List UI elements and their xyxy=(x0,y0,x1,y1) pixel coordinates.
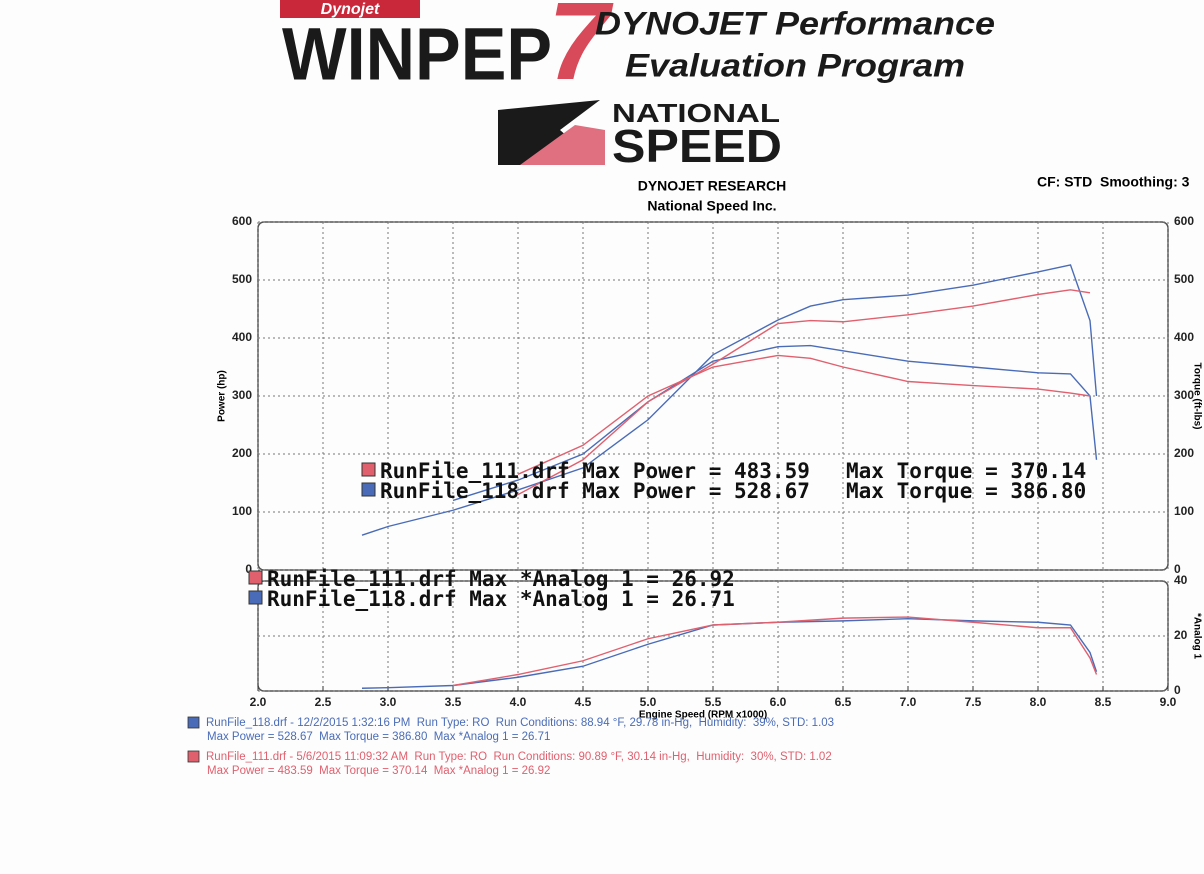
footer-text: RunFile_118.drf - 12/2/2015 1:32:16 PM R… xyxy=(206,717,834,729)
legend-text: Max Torque = 386.80 xyxy=(846,479,1086,503)
legend-text: Max Torque = 370.14 xyxy=(846,459,1086,483)
shop-logo xyxy=(520,125,605,165)
legend-text: RunFile_118.drf Max *Analog 1 = 26.71 xyxy=(267,587,735,611)
y-tick-label: 100 xyxy=(232,504,252,518)
x-tick-label: 4.0 xyxy=(510,695,527,709)
series-line xyxy=(452,344,1098,502)
y2-axis-label: Torque (ft-lbs) xyxy=(1191,362,1202,429)
y-axis-label: Power (hp) xyxy=(217,370,228,422)
x-tick-label: 7.0 xyxy=(900,695,917,709)
y-tick-label: 40 xyxy=(1174,573,1188,587)
series-line xyxy=(517,289,1091,496)
y2-tick-label: 400 xyxy=(1174,330,1194,344)
brand: Dynojet xyxy=(321,1,380,18)
footer-text: Max Power = 483.59 Max Torque = 370.14 M… xyxy=(207,765,550,777)
footer-text: RunFile_111.drf - 5/6/2015 11:09:32 AM R… xyxy=(206,751,832,763)
company: DYNOJET RESEARCH xyxy=(638,178,787,194)
footer-swatch xyxy=(187,750,200,763)
x-tick-label: 3.5 xyxy=(445,695,462,709)
y-tick-label: 0 xyxy=(245,562,252,576)
y2-tick-label: 100 xyxy=(1174,504,1194,518)
x-tick-label: 6.5 xyxy=(835,695,852,709)
series-line xyxy=(452,616,1098,687)
customer: National Speed Inc. xyxy=(647,198,776,214)
shop-name: SPEED xyxy=(612,120,782,172)
version: 7 xyxy=(548,0,614,103)
x-tick-label: 6.0 xyxy=(770,695,787,709)
y2-tick-label: 300 xyxy=(1174,388,1194,402)
tagline: DYNOJET Performance xyxy=(595,5,995,41)
footer-swatch xyxy=(187,716,200,729)
x-tick-label: 8.0 xyxy=(1030,695,1047,709)
x-axis-label: Engine Speed (RPM x1000) xyxy=(639,710,767,721)
x-tick-label: 2.0 xyxy=(250,695,267,709)
legend-swatch xyxy=(361,462,376,477)
x-tick-label: 7.5 xyxy=(965,695,982,709)
series-line xyxy=(517,354,1091,475)
x-tick-label: 3.0 xyxy=(380,695,397,709)
tagline: Evaluation Program xyxy=(625,47,965,83)
y-tick-label: 500 xyxy=(232,272,252,286)
y-tick-label: 400 xyxy=(232,330,252,344)
product: WINPEP xyxy=(282,13,552,96)
x-tick-label: 2.5 xyxy=(315,695,332,709)
series-line xyxy=(361,264,1098,536)
legend-swatch xyxy=(248,570,263,585)
y-tick-label: 300 xyxy=(232,388,252,402)
x-tick-label: 4.5 xyxy=(575,695,592,709)
legend-swatch xyxy=(248,590,263,605)
y-tick-label: 0 xyxy=(1174,683,1181,697)
x-tick-label: 5.0 xyxy=(640,695,657,709)
y2-tick-label: 500 xyxy=(1174,272,1194,286)
brand-badge xyxy=(280,0,420,18)
y-tick-label: 600 xyxy=(232,214,252,228)
legend-text: RunFile_118.drf Max Power = 528.67 xyxy=(380,479,810,503)
x-tick-label: 9.0 xyxy=(1160,695,1177,709)
y2-tick-label: 200 xyxy=(1174,446,1194,460)
y-tick-label: 20 xyxy=(1174,628,1188,642)
y-tick-label: 200 xyxy=(232,446,252,460)
x-tick-label: 8.5 xyxy=(1095,695,1112,709)
footer-text: Max Power = 528.67 Max Torque = 386.80 M… xyxy=(207,731,550,743)
settings: CF: STD Smoothing: 3 xyxy=(1037,174,1190,190)
shop-name: NATIONAL xyxy=(612,98,780,128)
y-axis-label: *Analog 1 xyxy=(1191,613,1202,660)
x-tick-label: 5.5 xyxy=(705,695,722,709)
y2-tick-label: 0 xyxy=(1174,562,1181,576)
legend-swatch xyxy=(361,482,376,497)
legend-text: RunFile_111.drf Max Power = 483.59 xyxy=(380,459,810,483)
legend-text: RunFile_111.drf Max *Analog 1 = 26.92 xyxy=(267,567,735,591)
y2-tick-label: 600 xyxy=(1174,214,1194,228)
